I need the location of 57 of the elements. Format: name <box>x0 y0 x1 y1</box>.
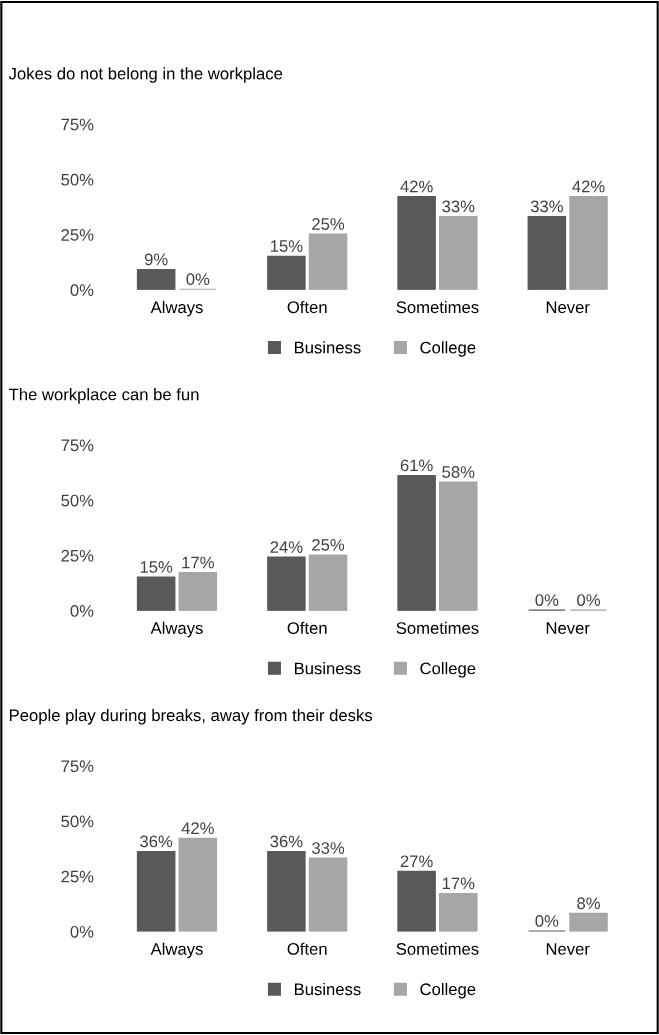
x-tick-label: Sometimes <box>396 942 479 955</box>
data-label: 15% <box>270 240 303 252</box>
x-tick-label: Often <box>287 300 327 314</box>
data-label: 0% <box>535 915 559 927</box>
chart-title: The workplace can be fun <box>8 388 199 404</box>
x-tick-label: Never <box>546 301 590 314</box>
x-tick-label: Always <box>150 942 203 959</box>
legend-label: College <box>420 341 476 357</box>
data-label: 0% <box>535 594 559 606</box>
y-tick-label: 75% <box>61 760 94 773</box>
data-label: 25% <box>312 218 345 230</box>
data-label: 17% <box>182 556 214 569</box>
y-tick-label: 25% <box>61 549 94 562</box>
chart-title: Jokes do not belong in the workplace <box>8 67 283 83</box>
y-tick-label: 75% <box>61 118 94 131</box>
x-tick-label: Always <box>150 300 203 317</box>
y-tick-label: 50% <box>61 815 94 828</box>
x-tick-label: Often <box>287 621 327 634</box>
data-label: 17% <box>442 877 475 890</box>
y-tick-label: 0% <box>70 605 94 617</box>
data-label: 33% <box>530 200 563 213</box>
data-label: 9% <box>144 253 168 266</box>
data-label: 33% <box>442 200 475 213</box>
legend-label: College <box>420 662 476 678</box>
data-label: 8% <box>577 897 600 910</box>
x-tick-label: Sometimes <box>396 621 479 634</box>
data-label: 36% <box>140 835 173 848</box>
x-tick-label: Never <box>546 943 590 955</box>
data-label: 42% <box>181 822 214 835</box>
y-tick-label: 75% <box>61 439 94 452</box>
data-label: 36% <box>270 835 303 848</box>
data-label: 61% <box>400 459 433 472</box>
y-tick-label: 50% <box>61 173 94 186</box>
data-label: 42% <box>572 180 605 193</box>
y-tick-label: 0% <box>70 284 94 296</box>
y-tick-label: 25% <box>61 229 94 241</box>
legend-label: Business <box>294 662 361 675</box>
x-tick-label: Often <box>287 942 327 955</box>
data-label: 25% <box>312 538 345 551</box>
y-tick-label: 0% <box>70 925 94 938</box>
data-label: 42% <box>400 180 433 193</box>
y-tick-label: 25% <box>61 870 94 883</box>
chart-title: People play during breaks, away from their desks <box>9 708 373 725</box>
x-tick-label: Sometimes <box>396 300 479 314</box>
legend-label: Business <box>294 982 361 996</box>
x-tick-label: Never <box>546 622 590 634</box>
data-label: 27% <box>400 855 433 868</box>
data-label: 0% <box>577 594 600 606</box>
data-label: 58% <box>442 466 475 478</box>
legend-label: College <box>420 982 476 999</box>
data-label: 24% <box>270 541 303 553</box>
data-label: 33% <box>312 842 345 854</box>
y-tick-label: 50% <box>61 494 94 507</box>
legend-label: Business <box>294 341 361 354</box>
x-tick-label: Always <box>150 621 203 638</box>
data-label: 0% <box>186 273 210 286</box>
data-label: 15% <box>140 561 173 573</box>
